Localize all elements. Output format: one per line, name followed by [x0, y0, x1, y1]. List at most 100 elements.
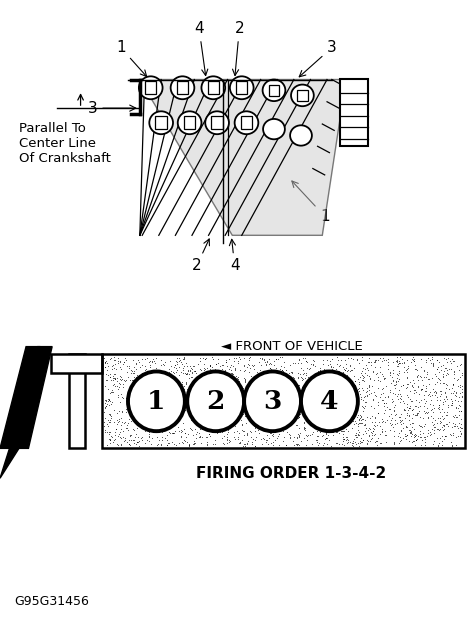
Point: [159, 432, 166, 442]
Point: [234, 403, 242, 413]
Point: [174, 391, 182, 401]
Point: [328, 416, 336, 426]
Point: [231, 412, 239, 422]
Point: [313, 437, 321, 447]
Polygon shape: [0, 347, 40, 448]
Point: [197, 395, 205, 405]
Point: [321, 391, 329, 401]
Text: 4: 4: [229, 239, 239, 273]
Point: [264, 439, 272, 449]
Point: [118, 417, 126, 427]
Point: [280, 432, 288, 442]
Point: [435, 413, 442, 423]
Point: [227, 368, 235, 378]
Point: [289, 410, 297, 420]
Point: [125, 361, 133, 371]
Point: [209, 384, 217, 394]
Point: [327, 359, 334, 370]
Point: [374, 439, 381, 450]
Point: [435, 374, 442, 384]
Point: [453, 440, 460, 450]
Point: [358, 354, 366, 364]
Point: [347, 364, 355, 375]
Point: [142, 390, 149, 400]
Point: [449, 379, 456, 389]
Point: [424, 403, 431, 413]
Point: [396, 417, 404, 427]
Point: [251, 381, 259, 391]
Point: [174, 396, 182, 406]
Point: [332, 427, 339, 437]
Point: [110, 417, 118, 427]
Point: [274, 369, 282, 379]
Point: [319, 359, 327, 369]
Point: [203, 425, 211, 436]
Point: [212, 389, 220, 399]
Point: [120, 357, 128, 367]
Point: [106, 415, 113, 425]
Point: [209, 385, 217, 396]
Point: [290, 373, 297, 383]
Point: [387, 420, 394, 430]
Point: [191, 380, 199, 390]
Point: [125, 402, 133, 412]
Point: [353, 432, 360, 442]
Point: [243, 429, 251, 439]
Point: [170, 387, 177, 398]
Point: [300, 424, 308, 434]
Point: [286, 377, 293, 387]
Point: [188, 392, 196, 403]
Point: [108, 397, 115, 407]
Point: [107, 411, 115, 421]
Point: [371, 417, 378, 427]
Point: [454, 421, 461, 431]
Point: [252, 401, 259, 411]
Point: [175, 425, 182, 436]
Point: [216, 384, 223, 394]
Point: [381, 405, 389, 415]
Point: [318, 431, 326, 441]
Point: [259, 411, 266, 422]
Point: [182, 369, 190, 379]
Point: [428, 354, 436, 364]
Point: [279, 352, 286, 363]
Point: [141, 354, 148, 364]
Point: [448, 354, 456, 364]
Point: [100, 406, 108, 417]
Point: [264, 398, 272, 408]
Point: [270, 429, 277, 439]
Point: [161, 418, 169, 428]
Point: [217, 380, 225, 390]
Point: [214, 370, 221, 380]
Point: [267, 422, 274, 432]
Point: [433, 355, 440, 365]
Point: [132, 358, 140, 368]
Point: [201, 354, 209, 364]
Point: [106, 388, 114, 398]
Point: [145, 432, 153, 442]
Point: [420, 372, 428, 382]
Point: [223, 399, 231, 410]
Point: [292, 407, 300, 417]
Point: [266, 363, 274, 373]
Point: [221, 408, 228, 418]
Point: [264, 382, 272, 392]
Point: [363, 360, 370, 370]
Point: [200, 399, 207, 409]
Point: [398, 418, 405, 429]
Point: [317, 370, 325, 380]
Point: [372, 370, 379, 380]
Point: [228, 391, 236, 401]
Point: [312, 392, 319, 402]
Point: [287, 377, 294, 387]
Point: [264, 410, 272, 420]
Point: [361, 376, 368, 386]
Point: [199, 353, 207, 363]
Point: [279, 425, 286, 436]
Point: [456, 401, 464, 411]
Point: [338, 373, 346, 383]
Point: [150, 420, 157, 430]
Point: [280, 402, 288, 412]
Point: [137, 395, 145, 405]
Point: [183, 368, 191, 378]
